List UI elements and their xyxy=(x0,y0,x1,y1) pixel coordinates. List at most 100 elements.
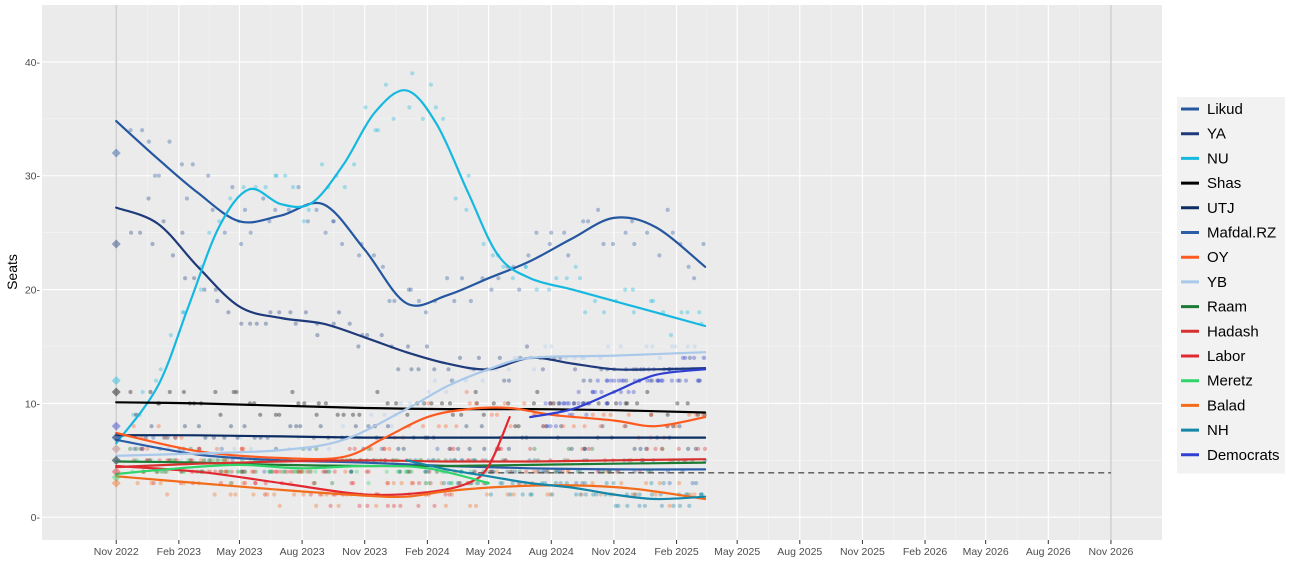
poll-point-hadash xyxy=(324,469,329,474)
poll-point-shas xyxy=(429,401,434,406)
y-tick-label: 20- xyxy=(25,285,41,297)
poll-point-labor xyxy=(163,469,168,474)
poll-point-shas xyxy=(675,401,680,406)
poll-point-hadash xyxy=(295,469,300,474)
poll-point-ya xyxy=(697,378,703,383)
poll-point-oy xyxy=(522,401,527,406)
poll-point-likud xyxy=(261,196,266,201)
poll-point-balad xyxy=(228,492,233,497)
poll-point-raam xyxy=(423,481,428,486)
poll-point-oy xyxy=(164,435,169,440)
poll-point-balad xyxy=(579,492,585,497)
poll-point-ya xyxy=(506,378,512,383)
poll-point-nu xyxy=(158,367,163,372)
poll-point-yb xyxy=(685,344,690,349)
legend-item-raam: Raam xyxy=(1181,299,1247,316)
poll-point-nu xyxy=(383,82,388,87)
poll-point-likud xyxy=(140,128,145,133)
poll-point-nu xyxy=(523,264,528,269)
poll-point-hadash xyxy=(676,446,681,451)
poll-point-oy xyxy=(549,401,554,406)
poll-point-oy xyxy=(601,412,606,417)
poll-point-hadash xyxy=(321,469,326,474)
poll-point-oy xyxy=(687,412,692,417)
poll-point-likud xyxy=(305,219,310,224)
poll-point-raam xyxy=(330,481,335,486)
poll-point-utj xyxy=(623,424,628,429)
poll-point-ya xyxy=(239,321,244,326)
poll-point-democrats xyxy=(576,401,581,406)
poll-point-utj xyxy=(464,424,469,429)
poll-point-labor xyxy=(357,503,362,508)
poll-point-oy xyxy=(489,412,494,417)
poll-point-yb xyxy=(248,446,254,451)
election-marker-likud xyxy=(111,148,121,158)
poll-point-ya xyxy=(416,367,421,372)
poll-point-shas xyxy=(385,401,390,406)
y-tick-label: 40- xyxy=(25,57,41,69)
x-tick-label: Nov 2023 xyxy=(342,546,387,558)
election-marker-hadash xyxy=(111,455,121,465)
poll-point-mafdal-rz xyxy=(348,469,353,474)
poll-point-ya xyxy=(624,378,629,383)
poll-point-likud xyxy=(357,253,362,258)
poll-point-labor xyxy=(239,469,244,474)
poll-point-balad xyxy=(505,492,510,497)
poll-point-ya xyxy=(303,310,308,315)
poll-point-labor xyxy=(328,503,333,508)
poll-point-hadash xyxy=(332,469,337,474)
poll-point-likud xyxy=(526,253,531,258)
poll-point-shas xyxy=(422,401,427,406)
poll-point-meretz xyxy=(292,469,297,474)
y-tick-label: 10- xyxy=(25,398,41,410)
poll-point-oy xyxy=(541,424,547,429)
poll-point-democrats xyxy=(680,355,686,360)
poll-point-nu xyxy=(306,207,311,212)
poll-point-ya xyxy=(449,378,454,383)
poll-point-meretz xyxy=(243,469,248,474)
poll-point-utj xyxy=(600,424,605,429)
poll-point-oy xyxy=(608,412,613,417)
legend-item-oy: OY xyxy=(1181,249,1229,266)
poll-point-labor xyxy=(274,469,279,474)
poll-point-shas xyxy=(535,389,540,395)
poll-point-yb xyxy=(480,378,485,383)
poll-point-mafdal-rz xyxy=(241,469,246,474)
poll-point-ya xyxy=(405,344,411,349)
poll-point-nu xyxy=(554,276,559,281)
y-tick-label: 30- xyxy=(25,171,41,183)
poll-point-balad xyxy=(265,492,270,497)
poll-point-labor xyxy=(242,481,248,486)
poll-point-nh xyxy=(642,503,648,508)
poll-point-yb xyxy=(673,344,678,349)
poll-point-oy xyxy=(156,424,161,429)
poll-point-shas xyxy=(323,401,328,406)
legend-label: Hadash xyxy=(1207,323,1259,340)
poll-point-labor xyxy=(229,481,234,486)
poll-point-utj xyxy=(162,435,167,440)
poll-point-likud xyxy=(596,207,601,212)
poll-point-ya xyxy=(138,230,143,235)
poll-point-meretz xyxy=(307,469,312,474)
poll-point-nu xyxy=(583,310,588,315)
poll-point-nu xyxy=(373,128,378,133)
election-marker-utj xyxy=(111,433,121,443)
poll-point-nu xyxy=(481,241,486,247)
poll-point-nh xyxy=(611,481,616,486)
election-marker-oy xyxy=(111,444,121,454)
poll-point-oy xyxy=(299,469,304,474)
poll-point-nu xyxy=(631,310,636,315)
poll-point-democrats xyxy=(696,378,701,383)
poll-point-yb xyxy=(657,355,663,360)
poll-point-mafdal-rz xyxy=(196,446,201,451)
poll-point-labor xyxy=(365,503,370,508)
poll-point-nu xyxy=(453,196,458,201)
poll-point-utj xyxy=(401,446,406,451)
poll-point-democrats xyxy=(564,401,570,406)
poll-point-democrats xyxy=(612,378,617,383)
legend-label: Labor xyxy=(1207,348,1245,365)
poll-point-shas xyxy=(314,412,319,417)
poll-point-nh xyxy=(687,503,692,508)
poll-point-utj xyxy=(294,424,299,429)
